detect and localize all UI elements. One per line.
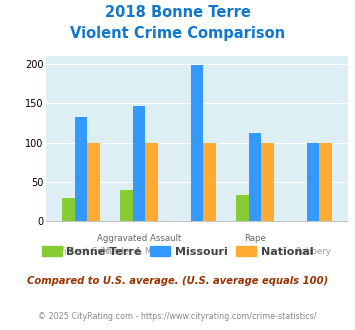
Bar [320, 143, 332, 221]
Text: Aggravated Assault: Aggravated Assault [97, 234, 181, 243]
Bar [120, 190, 133, 221]
Text: Rape: Rape [244, 234, 266, 243]
Bar [87, 143, 100, 221]
Bar [248, 133, 261, 221]
Text: Compared to U.S. average. (U.S. average equals 100): Compared to U.S. average. (U.S. average … [27, 276, 328, 285]
Bar [236, 195, 248, 221]
Bar [75, 117, 87, 221]
Text: Murder & Mans...: Murder & Mans... [102, 247, 176, 256]
Text: Robbery: Robbery [295, 247, 331, 256]
Legend: Bonne Terre, Missouri, National: Bonne Terre, Missouri, National [37, 242, 318, 261]
Text: © 2025 CityRating.com - https://www.cityrating.com/crime-statistics/: © 2025 CityRating.com - https://www.city… [38, 312, 317, 321]
Text: Violent Crime Comparison: Violent Crime Comparison [70, 26, 285, 41]
Text: All Violent Crime: All Violent Crime [45, 247, 117, 256]
Bar [191, 65, 203, 221]
Bar [261, 143, 274, 221]
Bar [146, 143, 158, 221]
Bar [62, 198, 75, 221]
Bar [203, 143, 216, 221]
Text: 2018 Bonne Terre: 2018 Bonne Terre [105, 5, 250, 20]
Bar [133, 106, 146, 221]
Bar [307, 143, 320, 221]
